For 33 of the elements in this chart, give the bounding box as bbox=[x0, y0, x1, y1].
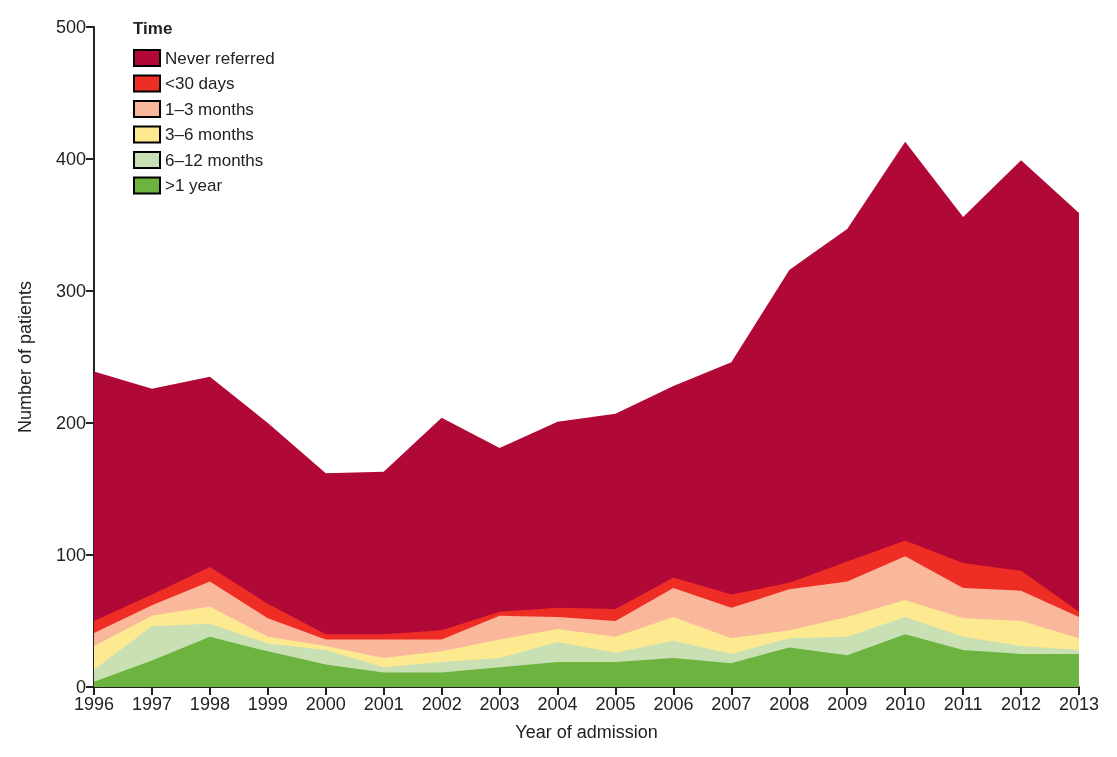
x-tick-label: 2000 bbox=[305, 694, 346, 714]
legend-label: >1 year bbox=[165, 176, 223, 195]
x-tick-label: 1998 bbox=[189, 694, 230, 714]
x-tick-label: 2009 bbox=[827, 694, 868, 714]
x-tick-label: 2005 bbox=[595, 694, 636, 714]
legend-label: <30 days bbox=[165, 74, 235, 93]
y-tick-label: 400 bbox=[55, 149, 86, 169]
x-tick-label: 1997 bbox=[131, 694, 172, 714]
y-tick-label: 500 bbox=[55, 17, 86, 37]
x-tick-label: 2013 bbox=[1058, 694, 1100, 714]
x-tick-label: 2006 bbox=[653, 694, 694, 714]
y-tick-label: 300 bbox=[55, 281, 86, 301]
legend-title: Time bbox=[133, 19, 173, 38]
x-tick-label: 2003 bbox=[479, 694, 520, 714]
y-tick-label: 0 bbox=[75, 677, 86, 697]
x-axis-title: Year of admission bbox=[515, 722, 658, 742]
x-tick-label: 2010 bbox=[885, 694, 926, 714]
x-tick-label: 2001 bbox=[363, 694, 404, 714]
legend-label: 1–3 months bbox=[165, 99, 254, 119]
x-tick-label: 1999 bbox=[247, 694, 288, 714]
x-tick-label: 2011 bbox=[943, 694, 983, 714]
x-tick-label: 1996 bbox=[73, 694, 115, 714]
legend-label: Never referred bbox=[165, 48, 275, 68]
x-tick-label: 2008 bbox=[769, 694, 810, 714]
x-tick-label: 2007 bbox=[711, 694, 752, 714]
legend-label: 6–12 months bbox=[165, 150, 264, 170]
y-axis-title: Number of patients bbox=[15, 280, 35, 434]
x-tick-label: 2002 bbox=[421, 694, 462, 714]
legend-label: 3–6 months bbox=[165, 125, 254, 144]
y-tick-label: 200 bbox=[55, 413, 86, 433]
x-tick-label: 2012 bbox=[1001, 694, 1042, 714]
x-tick-label: 2004 bbox=[537, 694, 578, 714]
y-tick-label: 100 bbox=[55, 545, 86, 565]
